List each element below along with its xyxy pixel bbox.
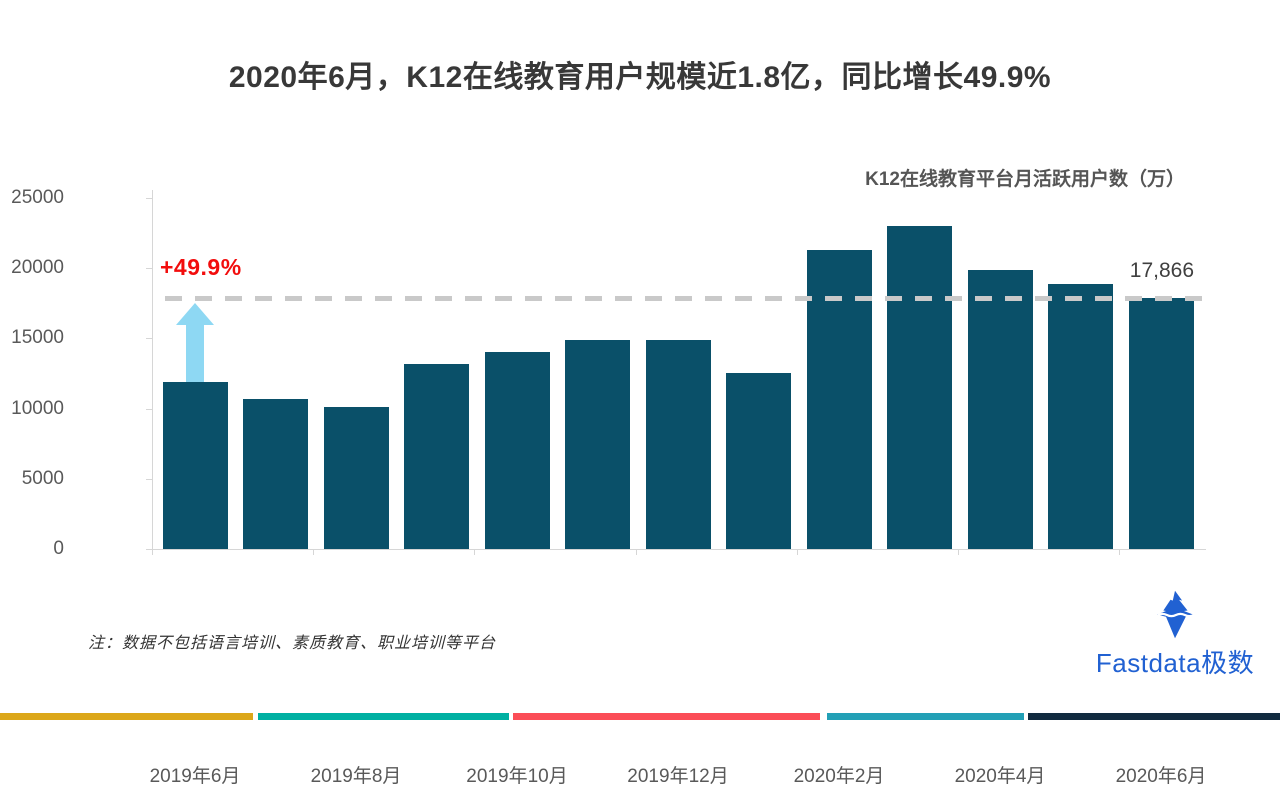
- footer-segment-navy: [1028, 713, 1280, 720]
- y-axis-tick: [146, 198, 152, 199]
- y-axis-tick-label: 0: [53, 538, 64, 559]
- footer-segment-gold: [0, 713, 253, 720]
- x-axis-tick-label: 2019年8月: [310, 766, 402, 787]
- footnote: 注：数据不包括语言培训、素质教育、职业培训等平台: [88, 635, 497, 652]
- mau-bar: [404, 364, 469, 549]
- y-axis-tick-label: 20000: [11, 257, 64, 279]
- mau-bar: [565, 339, 630, 549]
- plot-area: 0 5000 10000 15000 20000 25000 2019年6月 2019年8月 2…: [11, 187, 1206, 787]
- x-axis-tick: [152, 549, 153, 555]
- y-axis-tick-label: 25000: [11, 187, 64, 208]
- logo-text: Fastdata极数: [1095, 648, 1255, 678]
- mau-bar: [323, 407, 389, 549]
- y-axis-line: [152, 190, 153, 549]
- reference-value-label: 17,866: [1129, 259, 1194, 282]
- mau-bar: [887, 226, 952, 549]
- y-axis-tick: [146, 478, 152, 480]
- y-axis-tick-label: 10000: [11, 397, 64, 419]
- x-axis-tick-label: 2020年4月: [954, 766, 1046, 787]
- x-axis-tick: [474, 549, 476, 555]
- mau-bar: [1048, 283, 1113, 549]
- x-axis-tick-label: 2020年6月: [1115, 766, 1207, 787]
- report-slide: 2020年6月，K12在线教育用户规模近1.8亿，同比增长49.9% K12在线…: [0, 61, 1280, 787]
- footer-segment-steel-teal: [826, 713, 1024, 720]
- fastdata-logo: Fastdata极数: [1095, 589, 1255, 680]
- mau-bar: [806, 249, 872, 549]
- y-axis-tick: [146, 408, 152, 410]
- mau-bar: [967, 269, 1033, 549]
- growth-annotation: +49.9%: [160, 254, 242, 280]
- y-axis-tick: [146, 338, 152, 340]
- y-axis-tick-label: 5000: [21, 467, 64, 489]
- x-axis-tick: [635, 549, 637, 555]
- growth-arrow-shaft: [186, 324, 204, 382]
- mau-bar: [243, 398, 308, 549]
- mau-bar: [645, 339, 711, 549]
- chart-legend: K12在线教育平台月活跃用户数（万）: [865, 169, 1185, 190]
- page-title: 2020年6月，K12在线教育用户规模近1.8亿，同比增长49.9%: [228, 61, 1052, 94]
- x-axis-tick-label: 2019年12月: [627, 766, 729, 787]
- mau-bar: [726, 372, 791, 549]
- mau-bar: [484, 351, 550, 549]
- reference-dashed-line: [165, 296, 1205, 302]
- x-axis-tick: [796, 549, 798, 555]
- x-axis-tick-label: 2019年10月: [466, 766, 568, 787]
- x-axis-tick-label: 2019年6月: [149, 766, 241, 787]
- x-axis-tick-label: 2020年2月: [793, 766, 885, 787]
- x-axis-tick: [1119, 549, 1121, 555]
- y-axis-tick: [146, 268, 152, 270]
- y-axis-tick-label: 15000: [11, 327, 64, 349]
- mau-bar: [1128, 298, 1194, 549]
- growth-arrow-head: [176, 303, 214, 326]
- x-axis-tick: [958, 549, 959, 555]
- footer-segment-teal: [257, 713, 509, 720]
- y-axis-tick: [146, 549, 152, 550]
- x-axis-tick: [313, 549, 315, 555]
- iceberg-icon: [1157, 590, 1195, 639]
- x-axis-line: [152, 549, 1206, 550]
- mau-bar: [162, 381, 228, 549]
- footer-segment-red: [512, 713, 820, 720]
